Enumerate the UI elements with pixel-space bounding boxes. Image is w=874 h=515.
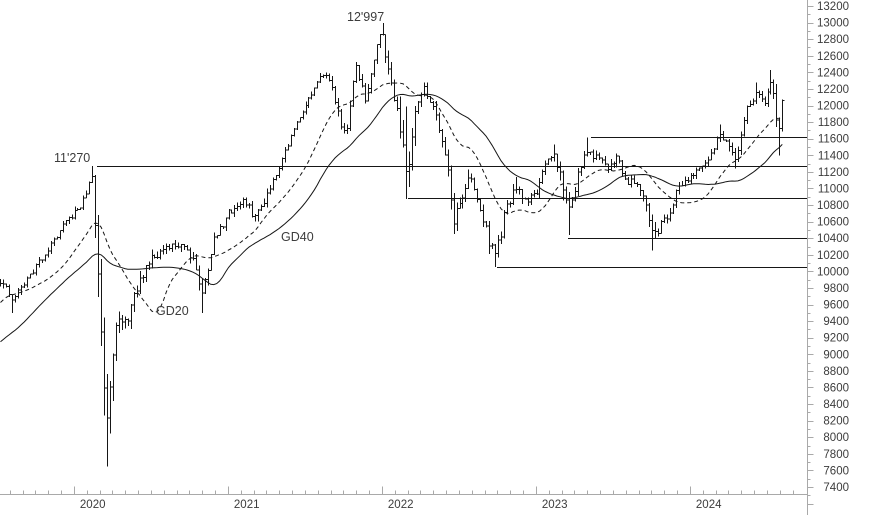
- y-axis-tick-label: 11800: [818, 117, 849, 129]
- y-axis-tick-label: 10400: [817, 233, 849, 245]
- y-axis-tick-label: 9800: [823, 283, 849, 295]
- y-axis-tick-label: 9000: [823, 349, 849, 361]
- y-axis-tick-label: 10600: [817, 217, 849, 229]
- y-axis-tick-label: 13200: [817, 1, 849, 13]
- y-axis-tick-label: 10000: [817, 266, 849, 278]
- gd40-label: GD40: [281, 230, 314, 244]
- y-axis-tick-label: 9600: [823, 300, 849, 312]
- y-axis-tick-label: 7800: [823, 449, 849, 461]
- ohlc-bars: [0, 22, 785, 467]
- y-axis-tick-label: 11200: [818, 167, 849, 179]
- y-axis-tick-label: 8400: [823, 399, 849, 411]
- y-axis-tick-label: 10800: [817, 200, 849, 212]
- x-axis-year-label: 2021: [234, 499, 260, 511]
- gd40-ma-line: [0, 93, 783, 343]
- y-axis-tick-label: 12600: [817, 51, 849, 63]
- x-axis-year-label: 2023: [542, 499, 568, 511]
- x-axis: 2020 2021 2022 2023 2024: [0, 486, 807, 511]
- y-axis-tick-label: 12200: [817, 84, 849, 96]
- gd20-ma-line: [0, 82, 783, 313]
- y-axis-tick-label: 7400: [823, 482, 849, 494]
- x-axis-year-label: 2022: [388, 499, 414, 511]
- y-axis-tick-label: 7600: [823, 465, 849, 477]
- y-axis-tick-label: 12400: [817, 67, 849, 79]
- y-axis-tick-label: 9200: [823, 333, 849, 345]
- y-axis-tick-label: 11400: [818, 150, 849, 162]
- x-axis-year-label: 2024: [696, 499, 722, 511]
- x-axis-year-label: 2020: [80, 499, 106, 511]
- annotation-resistance-value: 11'270: [54, 151, 91, 165]
- annotation-peak-value: 12'997: [347, 10, 385, 24]
- y-axis-tick-label: 12800: [817, 34, 849, 46]
- y-axis-tick-label: 8600: [823, 382, 849, 394]
- y-axis-tick-label: 13000: [817, 18, 849, 30]
- y-axis-tick-label: 12000: [817, 101, 849, 113]
- y-axis-tick-label: 9400: [823, 316, 849, 328]
- y-axis-tick-label: 10200: [817, 250, 849, 262]
- y-axis-tick-label: 8000: [823, 432, 849, 444]
- y-axis-tick-label: 11600: [818, 134, 849, 146]
- y-axis: 13200 13000 12800 12600 12400 12200 12000 11800…: [807, 0, 849, 515]
- y-axis-tick-label: 11000: [818, 183, 849, 195]
- gd20-label: GD20: [156, 304, 189, 318]
- y-axis-tick-label: 8200: [823, 416, 849, 428]
- y-axis-tick-label: 8800: [823, 366, 849, 378]
